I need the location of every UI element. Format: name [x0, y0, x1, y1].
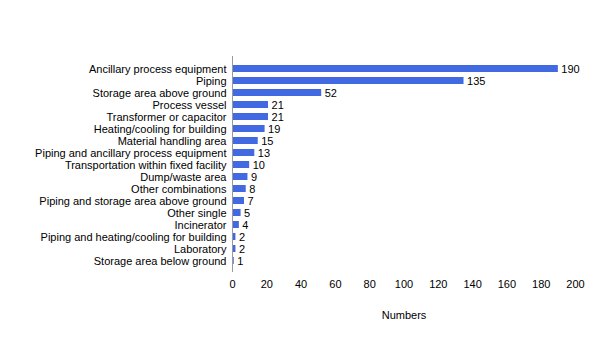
svg-text:Dump/waste area: Dump/waste area	[140, 171, 227, 183]
svg-text:1: 1	[237, 255, 243, 267]
svg-text:Heating/cooling for building: Heating/cooling for building	[94, 123, 227, 135]
svg-text:160: 160	[498, 278, 516, 290]
svg-text:Piping: Piping	[196, 75, 227, 87]
svg-text:2: 2	[239, 231, 245, 243]
svg-text:Material handling area: Material handling area	[118, 135, 228, 147]
svg-text:Process vessel: Process vessel	[153, 99, 227, 111]
svg-text:120: 120	[429, 278, 447, 290]
svg-text:140: 140	[463, 278, 481, 290]
svg-text:60: 60	[329, 278, 341, 290]
svg-text:Numbers: Numbers	[382, 309, 427, 321]
svg-text:21: 21	[272, 111, 284, 123]
svg-text:Piping and ancillary process e: Piping and ancillary process equipment	[35, 147, 226, 159]
svg-text:Storage area below ground: Storage area below ground	[94, 255, 227, 267]
svg-text:20: 20	[261, 278, 273, 290]
svg-text:21: 21	[272, 99, 284, 111]
svg-text:Incinerator: Incinerator	[175, 219, 227, 231]
svg-text:190: 190	[561, 63, 579, 75]
svg-text:8: 8	[249, 183, 255, 195]
svg-text:9: 9	[251, 171, 257, 183]
svg-text:2: 2	[239, 243, 245, 255]
svg-text:5: 5	[244, 207, 250, 219]
svg-text:180: 180	[532, 278, 550, 290]
svg-text:10: 10	[253, 159, 265, 171]
svg-text:52: 52	[325, 87, 337, 99]
svg-text:0: 0	[229, 278, 235, 290]
svg-text:100: 100	[395, 278, 413, 290]
svg-text:15: 15	[261, 135, 273, 147]
svg-text:7: 7	[248, 195, 254, 207]
svg-text:200: 200	[566, 278, 584, 290]
svg-text:Other combinations: Other combinations	[131, 183, 227, 195]
svg-text:Ancillary process equipment: Ancillary process equipment	[89, 63, 227, 75]
svg-text:Transformer or capacitor: Transformer or capacitor	[106, 111, 226, 123]
svg-text:Other single: Other single	[167, 207, 226, 219]
svg-text:4: 4	[242, 219, 248, 231]
svg-text:135: 135	[467, 75, 485, 87]
svg-text:Storage area above ground: Storage area above ground	[93, 87, 227, 99]
svg-text:Piping and heating/cooling for: Piping and heating/cooling for building	[41, 231, 227, 243]
svg-text:Piping and storage area above: Piping and storage area above ground	[39, 195, 226, 207]
svg-text:Transportation within fixed fa: Transportation within fixed facility	[65, 159, 227, 171]
svg-text:40: 40	[295, 278, 307, 290]
svg-text:80: 80	[364, 278, 376, 290]
svg-text:Laboratory: Laboratory	[174, 243, 227, 255]
svg-text:13: 13	[258, 147, 270, 159]
svg-text:19: 19	[268, 123, 280, 135]
